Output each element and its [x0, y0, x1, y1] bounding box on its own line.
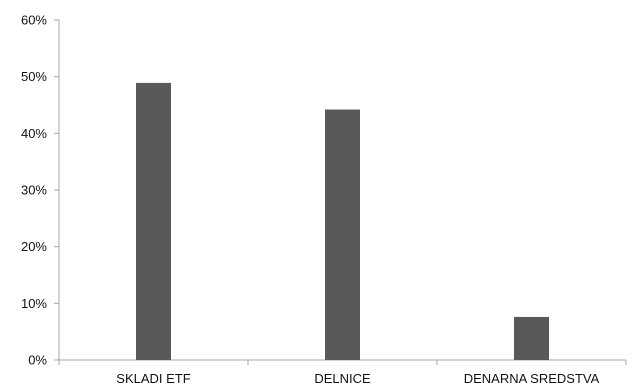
x-tick-label: DELNICE — [314, 371, 371, 386]
y-tick-label: 50% — [21, 69, 47, 84]
x-tick-label: SKLADI ETF — [116, 371, 190, 386]
x-axis-labels: SKLADI ETF DELNICE DENARNA SREDSTVA — [116, 371, 599, 386]
bar — [514, 316, 549, 360]
x-axis-ticks — [58, 360, 627, 365]
bar — [325, 109, 360, 361]
y-tick-label: 60% — [21, 13, 47, 28]
bar — [136, 82, 171, 361]
y-tick-label: 0% — [28, 353, 47, 368]
y-tick-label: 30% — [21, 183, 47, 198]
y-axis-ticks: 0% 10% 20% 30% 40% 50% 60% — [21, 13, 59, 368]
y-tick-label: 20% — [21, 239, 47, 254]
y-tick-label: 40% — [21, 126, 47, 141]
x-tick-label: DENARNA SREDSTVA — [464, 371, 600, 386]
bars — [136, 82, 549, 361]
y-tick-label: 10% — [21, 296, 47, 311]
